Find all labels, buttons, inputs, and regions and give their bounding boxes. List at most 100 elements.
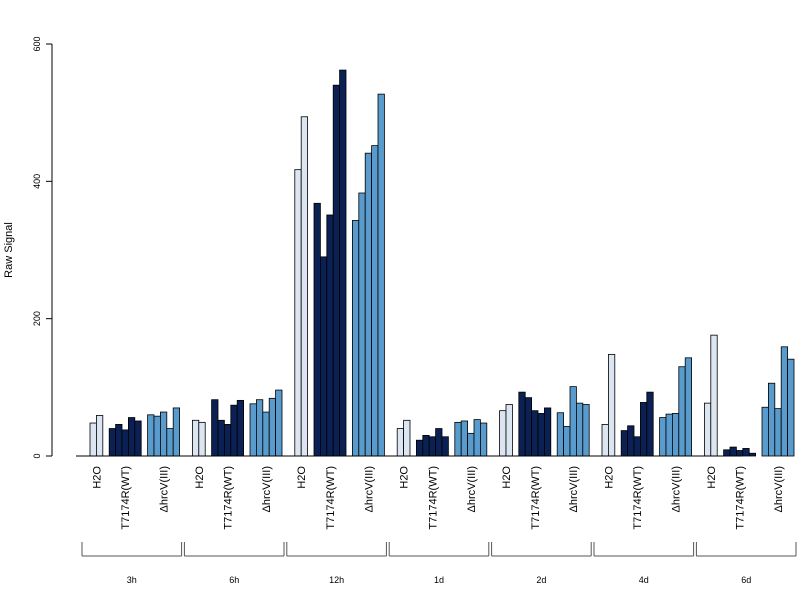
y-tick-label: 200 (32, 311, 42, 326)
group-label: 2d (536, 575, 546, 585)
bar (89, 422, 97, 457)
bar (672, 413, 680, 457)
bar (153, 415, 161, 457)
bar (441, 436, 449, 457)
bar (556, 412, 565, 457)
bars (76, 69, 795, 457)
bar (217, 419, 225, 457)
bar (262, 411, 270, 457)
bar (479, 422, 488, 457)
bar (134, 420, 142, 457)
bar (460, 420, 469, 457)
x-tick-label: T7174R(WT) (735, 466, 747, 530)
bar (627, 425, 635, 457)
bar (704, 402, 712, 457)
x-tick-label: ΔhrcV(III) (261, 466, 273, 512)
bar (377, 93, 385, 457)
x-labels: H2O T7174R(WT) ΔhrcV(III) H2O T7174R(WT) Δhrc… (91, 466, 785, 530)
x-tick-label: ΔhrcV(III) (363, 466, 375, 512)
bar (659, 417, 667, 457)
bar (403, 419, 411, 457)
bar (742, 448, 750, 457)
x-tick-label: ΔhrcV(III) (159, 466, 171, 512)
bar (364, 152, 373, 457)
bar (608, 353, 616, 457)
bar (787, 358, 795, 457)
bar (576, 402, 584, 457)
bar (601, 424, 609, 457)
x-tick-label: T7174R(WT) (427, 466, 439, 530)
bar (211, 399, 219, 457)
bar (428, 436, 437, 457)
bar (275, 389, 283, 457)
bar (223, 424, 232, 457)
bar (544, 407, 552, 457)
bar (230, 404, 238, 457)
bar (108, 428, 116, 457)
x-tick-label: ΔhrcV(III) (466, 466, 478, 512)
bar (563, 426, 571, 457)
x-tick-label: ΔhrcV(III) (773, 466, 785, 512)
x-tick-label: H2O (194, 466, 206, 489)
group-label: 6d (741, 575, 751, 585)
group-label: 6h (229, 575, 239, 585)
x-tick-label: H2O (501, 466, 513, 489)
bar (524, 397, 533, 457)
x-tick-label: H2O (706, 466, 718, 489)
bar (159, 411, 168, 457)
bar (620, 430, 629, 457)
bar (415, 439, 424, 457)
bar (582, 404, 590, 457)
bar (127, 417, 136, 457)
bar (319, 256, 328, 457)
bar (761, 406, 769, 457)
bar (710, 334, 718, 457)
bar (518, 391, 526, 457)
bar (537, 413, 545, 457)
bar (172, 407, 180, 457)
bar (422, 434, 430, 457)
bar (255, 399, 264, 457)
bar (729, 446, 737, 457)
group-label: 1d (434, 575, 444, 585)
x-tick-label: T7174R(WT) (325, 466, 337, 530)
bar (147, 414, 155, 457)
bar (531, 410, 539, 457)
bar (249, 403, 257, 457)
x-tick-label: H2O (91, 466, 103, 489)
y-axis: 0 200 400 600 (32, 36, 53, 459)
group-label: 3h (127, 575, 137, 585)
y-tick-label: 400 (32, 174, 42, 189)
bar (121, 429, 129, 457)
bar (198, 421, 206, 457)
bar (736, 450, 744, 457)
bar (780, 346, 789, 457)
bar (748, 452, 757, 457)
bar (435, 428, 443, 457)
x-tick-label: H2O (296, 466, 308, 489)
bar (454, 421, 462, 457)
bar (351, 220, 360, 457)
bar (115, 424, 123, 457)
bar (467, 432, 475, 457)
x-tick-label: ΔhrcV(III) (671, 466, 683, 512)
bar (332, 84, 341, 457)
bar (569, 386, 577, 457)
group-brackets: 3h 6h 12h 1d 2d 4d 6d (81, 542, 797, 585)
bar (96, 415, 104, 457)
bar (236, 399, 244, 457)
group-label: 12h (329, 575, 344, 585)
x-tick-label: T7174R(WT) (223, 466, 235, 530)
y-axis-label: Raw Signal (3, 222, 15, 278)
bar (665, 413, 673, 457)
bar (499, 410, 507, 457)
bar (678, 366, 686, 457)
bar (640, 402, 648, 457)
bar (768, 382, 776, 457)
bar (633, 436, 641, 457)
bar (505, 404, 513, 457)
x-tick-label: T7174R(WT) (120, 466, 132, 530)
bar (774, 408, 782, 457)
bar (268, 397, 277, 457)
bar (473, 419, 481, 457)
